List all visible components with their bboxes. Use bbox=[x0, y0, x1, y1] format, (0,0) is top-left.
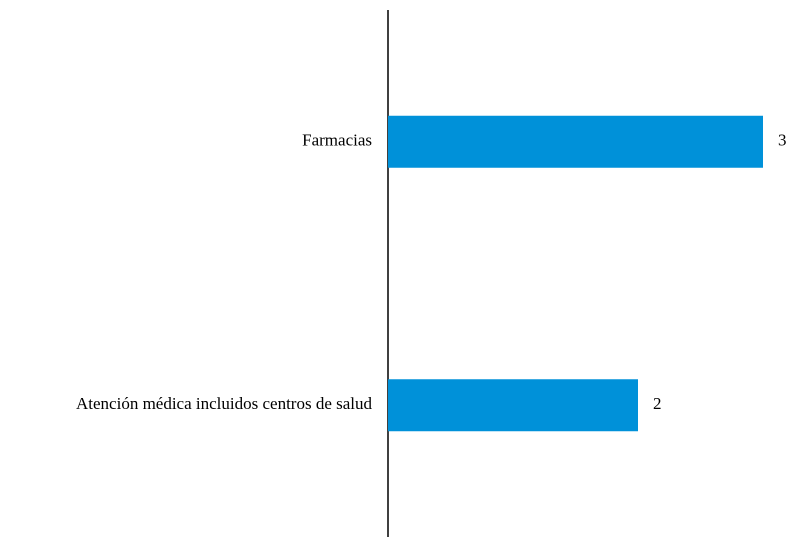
bar bbox=[388, 115, 763, 168]
y-tick-label: Farmacias bbox=[302, 131, 372, 150]
data-label: 3 bbox=[778, 131, 787, 150]
bar bbox=[388, 379, 638, 432]
y-tick-label: Atención médica incluidos centros de sal… bbox=[76, 394, 372, 413]
data-label: 2 bbox=[653, 394, 662, 413]
